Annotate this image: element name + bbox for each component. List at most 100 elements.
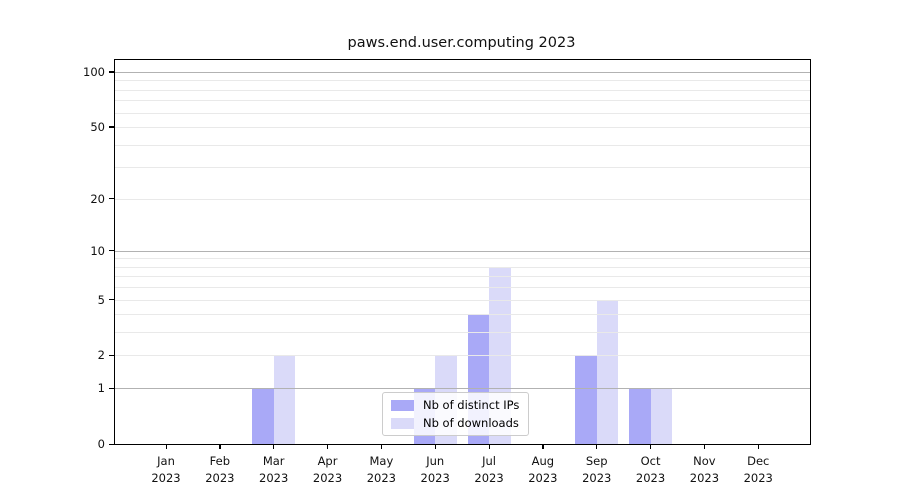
y-axis-tick-label: 20 [90,191,105,206]
x-axis-tick [703,444,706,449]
chart-title: paws.end.user.computing 2023 [347,35,576,51]
x-axis-tick [488,444,490,449]
gridline-major [115,71,810,73]
gridline-minor [115,299,810,301]
month-label: Nov [693,454,716,468]
y-axis-tick-label: 5 [97,292,105,307]
x-axis-tick [757,444,759,449]
y-axis-tick [109,443,115,445]
y-axis-tick [109,198,115,200]
month-label: Jun [426,454,445,468]
x-axis-tick-label: Dec 2023 [726,453,790,486]
gridline-major [115,388,810,390]
y-axis-tick-label: 50 [90,119,105,134]
gridline-minor [115,144,810,146]
year-label: 2023 [312,470,343,485]
x-axis-tick [327,444,329,449]
x-axis-tick-label: Feb 2023 [188,453,252,486]
x-axis-tick [380,444,383,449]
month-label: Dec [747,454,770,468]
x-axis-tick-label: May 2023 [349,453,413,486]
y-axis-tick [109,387,115,389]
x-axis-tick-label: Oct 2023 [619,453,683,486]
y-axis-tick [109,71,115,73]
month-label: Jan [157,454,175,468]
y-axis-tick-label: 0 [97,437,105,451]
month-label: May [369,454,394,468]
month-label: Sep [585,454,608,468]
bar-downloads [650,388,673,444]
gridline-minor [115,80,810,82]
legend-swatch-ips [391,399,414,411]
x-axis-tick [434,444,436,449]
year-label: 2023 [259,470,289,485]
x-axis-tick-label: Jul 2023 [457,453,521,486]
legend: Nb of distinct IPs Nb of downloads [382,392,530,436]
legend-item: Nb of downloads [391,416,519,430]
bar-downloads [596,299,619,444]
x-axis-tick [273,444,275,449]
year-label: 2023 [689,470,720,485]
x-axis-tick [165,444,167,449]
month-label: Feb [209,454,231,468]
gridline-minor [115,167,810,169]
x-axis-tick-label: Mar 2023 [242,453,306,486]
month-label: Oct [640,454,661,468]
grid-layer [115,60,810,444]
year-label: 2023 [151,470,181,485]
bar-distinct-ips [629,388,651,444]
x-axis-tick [596,444,598,449]
gridline-minor [115,287,810,289]
x-axis-tick-label: Jan 2023 [134,453,198,486]
year-label: 2023 [635,470,666,485]
x-axis-tick-label: Apr 2023 [296,453,360,486]
month-label: Aug [531,454,555,468]
gridline-minor [115,276,810,278]
month-label: Apr [317,454,338,468]
x-axis-tick-label: Sep 2023 [565,453,629,486]
gridline-minor [115,266,810,268]
plot-area: 0 1 2 5 10 20 50 100 Jan 2023 Feb 2023 Mar 2023 Apr 202… [83,59,811,485]
y-axis-tick-label: 10 [90,243,105,258]
gridline-minor [115,100,810,102]
year-label: 2023 [205,470,235,485]
y-axis-tick-label: 100 [83,64,105,79]
bar-downloads [273,355,296,444]
y-axis-tick [109,126,115,128]
legend-label: Nb of downloads [423,416,519,430]
year-label: 2023 [474,470,504,485]
legend-swatch-downloads [391,417,414,429]
y-axis-tick-label: 2 [97,348,105,363]
legend-item: Nb of distinct IPs [391,398,519,412]
gridline-minor [115,314,810,316]
gridline-minor [115,198,810,200]
month-label: Jul [482,454,496,468]
x-axis-tick [219,444,221,449]
month-label: Mar [262,454,285,468]
gridline-minor [115,126,810,128]
axis-layer: 0 1 2 5 10 20 50 100 Jan 2023 Feb 2023 Mar 2023 Apr 202… [83,60,810,485]
y-axis-tick [109,250,115,252]
x-axis-tick-label: Jun 2023 [403,453,467,486]
y-axis-tick-label: 1 [97,381,105,396]
x-axis-tick-label: Aug 2023 [511,453,575,486]
year-label: 2023 [420,470,450,485]
x-axis-tick [542,444,544,449]
x-axis-tick-label: Nov 2023 [672,453,736,486]
bar-distinct-ips [575,355,597,444]
year-label: 2023 [743,470,773,485]
x-axis-tick [650,444,652,449]
year-label: 2023 [582,470,612,485]
bar-distinct-ips [252,388,274,444]
y-axis-tick [109,354,115,357]
gridline-minor [115,355,810,357]
gridline-minor [115,112,810,114]
y-axis-tick [109,299,115,301]
year-label: 2023 [528,470,558,485]
year-label: 2023 [366,470,396,485]
gridline-minor [115,258,810,260]
gridline-minor [115,332,810,334]
gridline-major [115,250,810,252]
gridline-minor [115,89,810,91]
